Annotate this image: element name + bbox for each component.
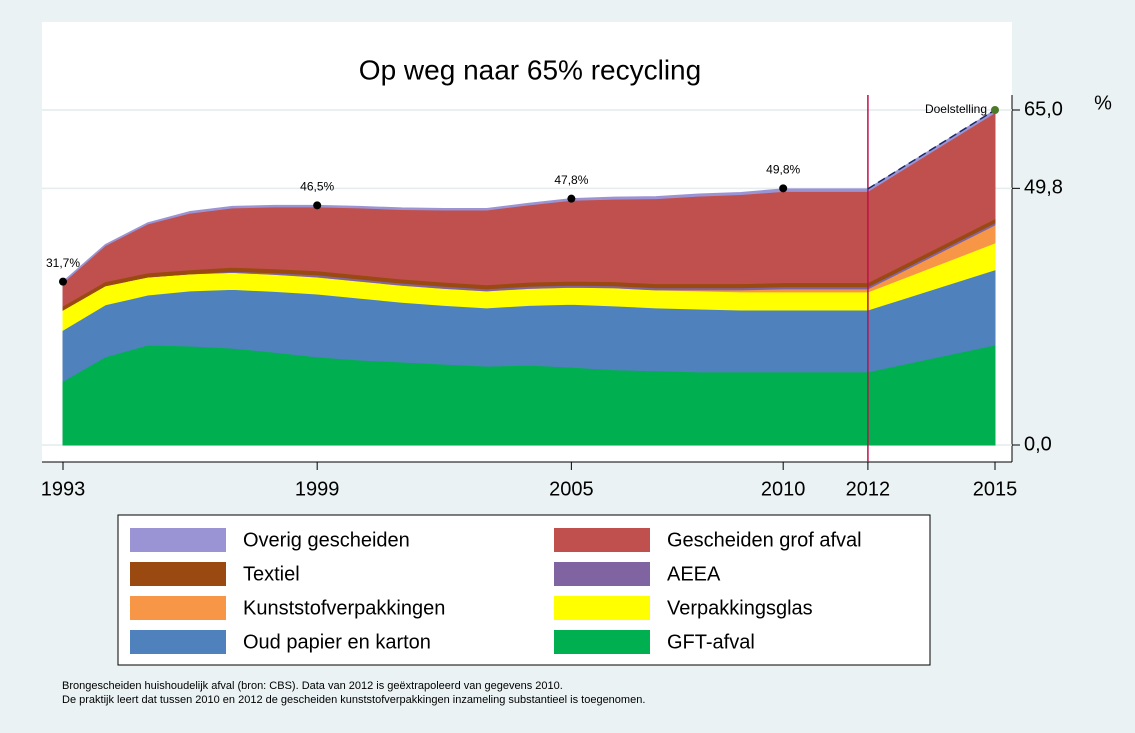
target-point [991,106,999,114]
y-tick-label: 0,0 [1024,433,1052,455]
legend-label: Textiel [243,563,300,585]
legend-swatch [130,528,226,552]
target-line [867,109,996,190]
legend [117,514,931,666]
y-tick-label: 65,0 [1024,98,1063,120]
legend-label: Overig gescheiden [243,529,410,551]
chart-title: Op weg naar 65% recycling [359,54,701,85]
x-tick-label: 2012 [846,478,891,500]
x-tick-label: 2010 [761,478,806,500]
legend-label: Verpakkingsglas [667,597,813,619]
legend-label: AEEA [667,563,721,585]
x-tick-label: 1999 [295,478,340,500]
annotation-label: 31,7% [46,256,80,270]
annotation-point [567,194,576,203]
legend-swatch [130,562,226,586]
y-axis-label: % [1094,92,1112,114]
legend-swatch [554,596,650,620]
legend-label: Oud papier en karton [243,631,431,653]
x-tick-label: 2005 [549,478,594,500]
target-label: Doelstelling [925,102,987,116]
legend-swatch [554,528,650,552]
annotation-label: 49,8% [766,163,800,177]
annotation-label: 46,5% [300,180,334,194]
annotation-point [313,201,322,210]
legend-label: Kunststofverpakkingen [243,597,445,619]
footnote: Brongescheiden huishoudelijk afval (bron… [62,680,563,692]
x-tick-label: 1993 [41,478,86,500]
legend-swatch [130,596,226,620]
annotation-point [59,277,67,286]
legend-label: GFT-afval [667,631,755,653]
legend-label: Gescheiden grof afval [667,529,862,551]
annotation-label: 47,8% [554,173,588,187]
y-tick-label: 49,8 [1024,177,1063,199]
annotation-point [779,184,788,193]
legend-swatch [554,630,650,654]
footnote: De praktijk leert dat tussen 2010 en 201… [62,694,645,706]
legend-swatch [554,562,650,586]
x-tick-label: 2015 [973,478,1018,500]
legend-swatch [130,630,226,654]
